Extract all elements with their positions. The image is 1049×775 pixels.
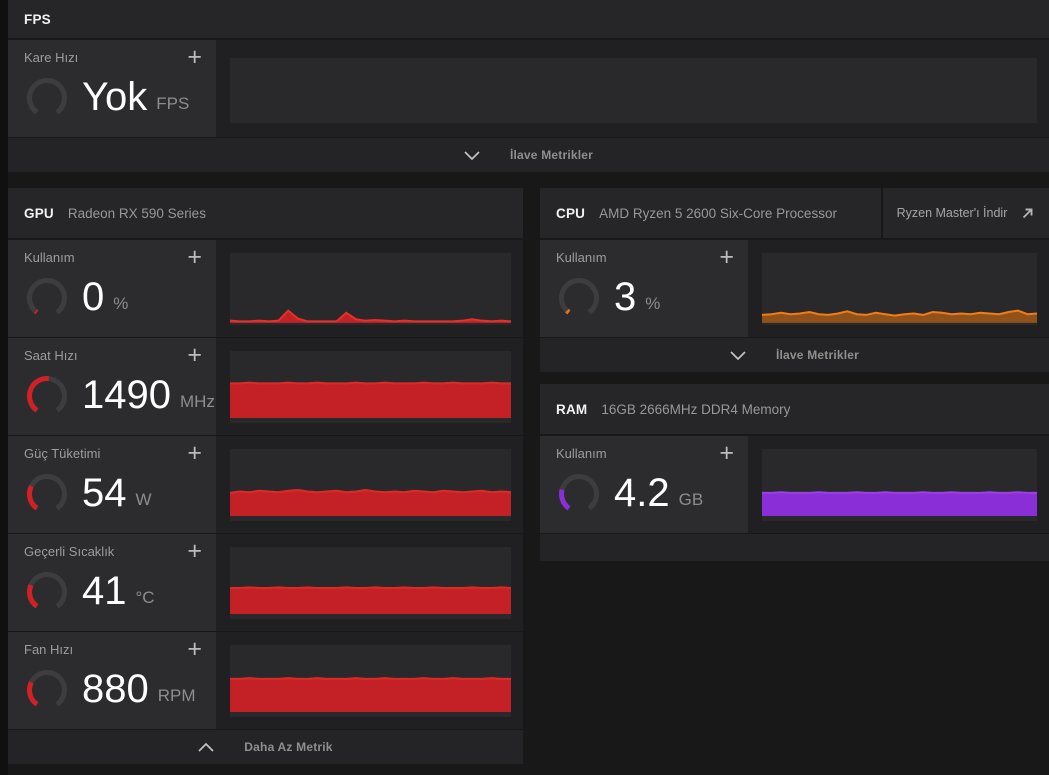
- cpu-section-title: CPU: [556, 205, 586, 221]
- gpu-fan-chart: [230, 645, 511, 717]
- metric-unit: RPM: [157, 685, 196, 705]
- add-metric-button[interactable]: +: [715, 436, 738, 470]
- metric-value: 3: [614, 275, 637, 319]
- metric-label: Saat Hızı: [24, 348, 78, 363]
- gpu-temp-row: Geçerli Sıcaklık + 41 °C: [8, 534, 523, 631]
- ram-panel: RAM 16GB 2666MHz DDR4 Memory Kullanım + …: [540, 384, 1049, 561]
- gpu-fan-row: Fan Hızı + 880 RPM: [8, 632, 523, 729]
- gpu-clock-chart: [230, 351, 511, 423]
- gpu-temperature-chart: [230, 547, 511, 619]
- gpu-fewer-metrics-expander[interactable]: Daha Az Metrik: [8, 730, 523, 764]
- add-metric-button[interactable]: +: [183, 534, 206, 568]
- add-metric-button[interactable]: +: [715, 240, 738, 274]
- gpu-clock-row: Saat Hızı + 1490 MHz: [8, 338, 523, 435]
- add-metric-button[interactable]: +: [183, 40, 206, 74]
- gpu-header: GPU Radeon RX 590 Series: [8, 188, 523, 238]
- metric-value: 54: [82, 471, 127, 515]
- metric-unit: W: [135, 489, 152, 509]
- chevron-down-icon: [464, 150, 480, 160]
- metric-label: Kare Hızı: [24, 50, 79, 65]
- metric-label: Güç Tüketimi: [24, 446, 101, 461]
- expander-label: İlave Metrikler: [775, 348, 860, 362]
- frame-rate-gauge-icon: [24, 75, 70, 121]
- expander-label: İlave Metrikler: [509, 148, 594, 162]
- gpu-device-name: Radeon RX 590 Series: [67, 205, 206, 221]
- metric-unit: °C: [135, 587, 155, 607]
- metric-tile-gpu-fan: Fan Hızı + 880 RPM: [8, 632, 216, 729]
- gpu-usage-gauge-icon: [24, 275, 70, 321]
- metric-tile-gpu-temperature: Geçerli Sıcaklık + 41 °C: [8, 534, 216, 631]
- metric-label: Kullanım: [556, 446, 607, 461]
- metric-label: Kullanım: [556, 250, 607, 265]
- metric-unit: %: [645, 293, 661, 313]
- gpu-fan-gauge-icon: [24, 667, 70, 713]
- download-ryzen-master-button[interactable]: Ryzen Master'ı İndir: [883, 188, 1049, 238]
- gpu-clock-gauge-icon: [24, 373, 70, 419]
- metric-label: Kullanım: [24, 250, 75, 265]
- fps-more-metrics-expander[interactable]: İlave Metrikler: [8, 138, 1049, 172]
- external-link-icon: [1020, 206, 1035, 221]
- add-metric-button[interactable]: +: [183, 240, 206, 274]
- add-metric-button[interactable]: +: [183, 338, 206, 372]
- frame-rate-chart: [230, 58, 1037, 123]
- cpu-usage-row: Kullanım + 3 %: [540, 240, 1049, 337]
- metric-label: Fan Hızı: [24, 642, 74, 657]
- fps-section-title: FPS: [24, 11, 51, 27]
- chevron-up-icon: [198, 742, 214, 752]
- metric-tile-gpu-usage: Kullanım + 0 %: [8, 240, 216, 337]
- metric-value: 0: [82, 275, 105, 319]
- gpu-temperature-gauge-icon: [24, 569, 70, 615]
- metric-tile-frame-rate: Kare Hızı + Yok FPS: [8, 40, 216, 137]
- chevron-down-icon: [730, 350, 746, 360]
- ram-usage-chart: [762, 449, 1037, 521]
- metric-label: Geçerli Sıcaklık: [24, 544, 115, 559]
- gpu-section-title: GPU: [24, 205, 54, 221]
- gpu-panel: GPU Radeon RX 590 Series Kullanım + 0 % …: [8, 188, 523, 764]
- cpu-usage-gauge-icon: [556, 275, 602, 321]
- ram-header: RAM 16GB 2666MHz DDR4 Memory: [540, 384, 1049, 434]
- ram-device-name: 16GB 2666MHz DDR4 Memory: [601, 401, 791, 417]
- gpu-power-gauge-icon: [24, 471, 70, 517]
- cpu-device-name: AMD Ryzen 5 2600 Six-Core Processor: [599, 205, 837, 221]
- add-metric-button[interactable]: +: [183, 632, 206, 666]
- metric-tile-ram-usage: Kullanım + 4.2 GB: [540, 436, 748, 533]
- metric-value: 41: [82, 569, 127, 613]
- ram-footer-strip: [540, 534, 1049, 561]
- metric-unit: MHz: [179, 391, 215, 411]
- cpu-panel: CPU AMD Ryzen 5 2600 Six-Core Processor …: [540, 188, 1049, 372]
- cpu-more-metrics-expander[interactable]: İlave Metrikler: [540, 338, 1049, 372]
- frame-rate-chart-zone: [216, 40, 1049, 137]
- fps-header: FPS: [8, 0, 1049, 38]
- metric-value: 1490: [82, 373, 171, 417]
- metric-value: Yok: [82, 75, 148, 119]
- cpu-header: CPU AMD Ryzen 5 2600 Six-Core Processor …: [540, 188, 1049, 238]
- ram-section-title: RAM: [556, 401, 588, 417]
- metric-unit: %: [113, 293, 129, 313]
- gpu-power-chart: [230, 449, 511, 521]
- metric-tile-cpu-usage: Kullanım + 3 %: [540, 240, 748, 337]
- ram-usage-gauge-icon: [556, 471, 602, 517]
- cpu-usage-chart: [762, 253, 1037, 325]
- metric-tile-gpu-clock: Saat Hızı + 1490 MHz: [8, 338, 216, 435]
- metric-unit: FPS: [156, 93, 190, 113]
- add-metric-button[interactable]: +: [183, 436, 206, 470]
- gpu-usage-chart: [230, 253, 511, 325]
- frame-rate-row: Kare Hızı + Yok FPS: [8, 40, 1049, 137]
- gpu-usage-row: Kullanım + 0 %: [8, 240, 523, 337]
- metric-value: 880: [82, 667, 149, 711]
- ram-usage-row: Kullanım + 4.2 GB: [540, 436, 1049, 533]
- metric-value: 4.2: [614, 471, 670, 515]
- expander-label: Daha Az Metrik: [244, 740, 333, 754]
- fps-panel: FPS Kare Hızı + Yok FPS İlave Metrikler: [8, 0, 1049, 172]
- download-button-label: Ryzen Master'ı İndir: [896, 206, 1008, 220]
- metric-tile-gpu-power: Güç Tüketimi + 54 W: [8, 436, 216, 533]
- gpu-power-row: Güç Tüketimi + 54 W: [8, 436, 523, 533]
- left-margin-strip: [0, 0, 8, 775]
- metric-unit: GB: [678, 489, 704, 509]
